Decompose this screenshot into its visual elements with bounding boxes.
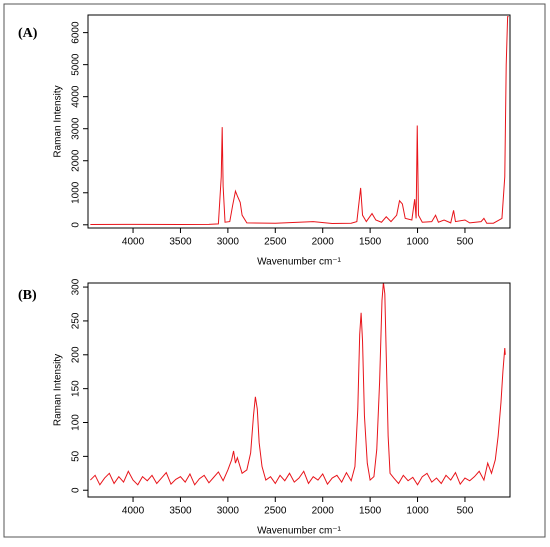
y-tick-label: 4000 bbox=[71, 85, 82, 108]
panel-label: (A) bbox=[18, 26, 38, 41]
x-tick-label: 2000 bbox=[312, 237, 335, 248]
y-tick-label: 2000 bbox=[71, 149, 82, 172]
x-tick-label: 500 bbox=[457, 506, 474, 517]
x-tick-label: 3000 bbox=[217, 237, 240, 248]
y-axis-label: Raman Intensity bbox=[53, 354, 64, 426]
y-tick-label: 5000 bbox=[71, 53, 82, 76]
x-tick-label: 1000 bbox=[406, 506, 429, 517]
x-tick-label: 1500 bbox=[359, 237, 382, 248]
x-axis-label: Wavenumber cm⁻¹ bbox=[257, 526, 341, 537]
x-tick-label: 2500 bbox=[264, 237, 287, 248]
x-tick-label: 3500 bbox=[169, 237, 192, 248]
x-tick-label: 4000 bbox=[122, 506, 145, 517]
y-tick-label: 250 bbox=[71, 312, 82, 329]
figure-border bbox=[3, 3, 546, 538]
y-axis-label: Raman Intensity bbox=[53, 85, 64, 157]
x-tick-label: 3000 bbox=[217, 506, 240, 517]
spectrum-line bbox=[90, 283, 506, 486]
y-tick-label: 50 bbox=[71, 450, 82, 462]
plot-frame bbox=[87, 14, 511, 229]
x-tick-label: 2500 bbox=[264, 506, 287, 517]
x-tick-label: 500 bbox=[457, 237, 474, 248]
x-tick-label: 2000 bbox=[312, 506, 335, 517]
plot-frame bbox=[87, 282, 511, 498]
y-tick-label: 150 bbox=[71, 380, 82, 397]
x-tick-label: 3500 bbox=[169, 506, 192, 517]
x-tick-label: 1500 bbox=[359, 506, 382, 517]
x-tick-label: 1000 bbox=[406, 237, 429, 248]
y-tick-label: 1000 bbox=[71, 181, 82, 204]
y-tick-label: 6000 bbox=[71, 21, 82, 44]
y-tick-label: 300 bbox=[71, 278, 82, 295]
y-tick-label: 3000 bbox=[71, 117, 82, 140]
y-tick-label: 100 bbox=[71, 414, 82, 431]
panel-label: (B) bbox=[18, 288, 37, 303]
y-tick-label: 200 bbox=[71, 346, 82, 363]
y-tick-label: 0 bbox=[71, 487, 82, 493]
spectrum-line bbox=[90, 16, 509, 225]
x-axis-label: Wavenumber cm⁻¹ bbox=[257, 257, 341, 268]
x-tick-label: 4000 bbox=[122, 237, 145, 248]
y-tick-label: 0 bbox=[71, 222, 82, 228]
